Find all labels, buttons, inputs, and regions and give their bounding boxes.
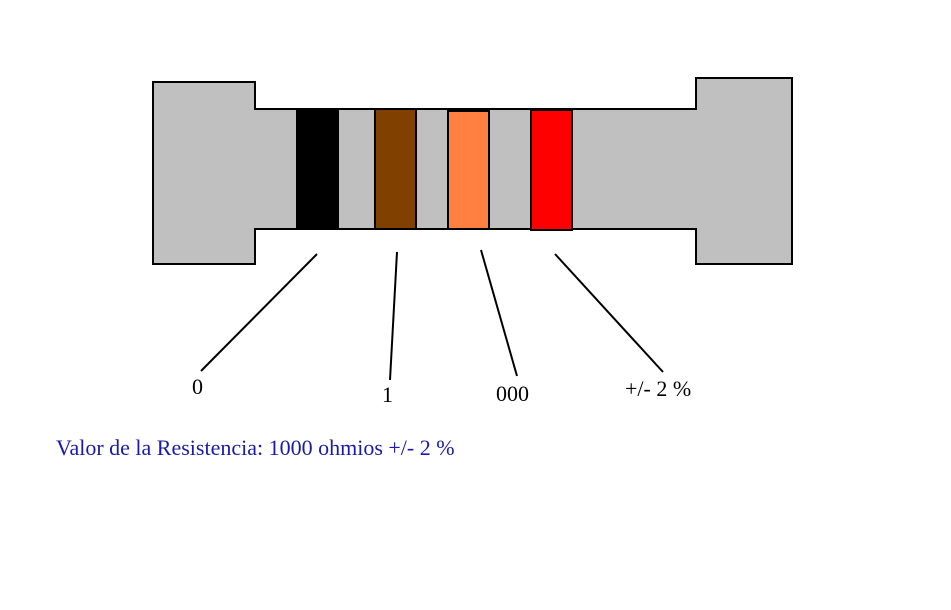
leader-line-red	[554, 253, 664, 373]
resistance-value-text: Valor de la Resistencia: 1000 ohmios +/-…	[56, 435, 455, 460]
leader-line-brown	[389, 251, 398, 381]
band-black	[296, 108, 339, 230]
band-brown	[374, 108, 417, 230]
band-label-brown: 1	[382, 382, 393, 407]
band-red	[530, 109, 573, 231]
band-label-black: 0	[192, 374, 203, 399]
leader-line-black	[200, 253, 318, 372]
band-label-red: +/- 2 %	[625, 376, 691, 401]
leader-line-orange	[480, 249, 518, 377]
band-label-orange: 000	[496, 381, 529, 406]
band-orange	[447, 110, 490, 230]
